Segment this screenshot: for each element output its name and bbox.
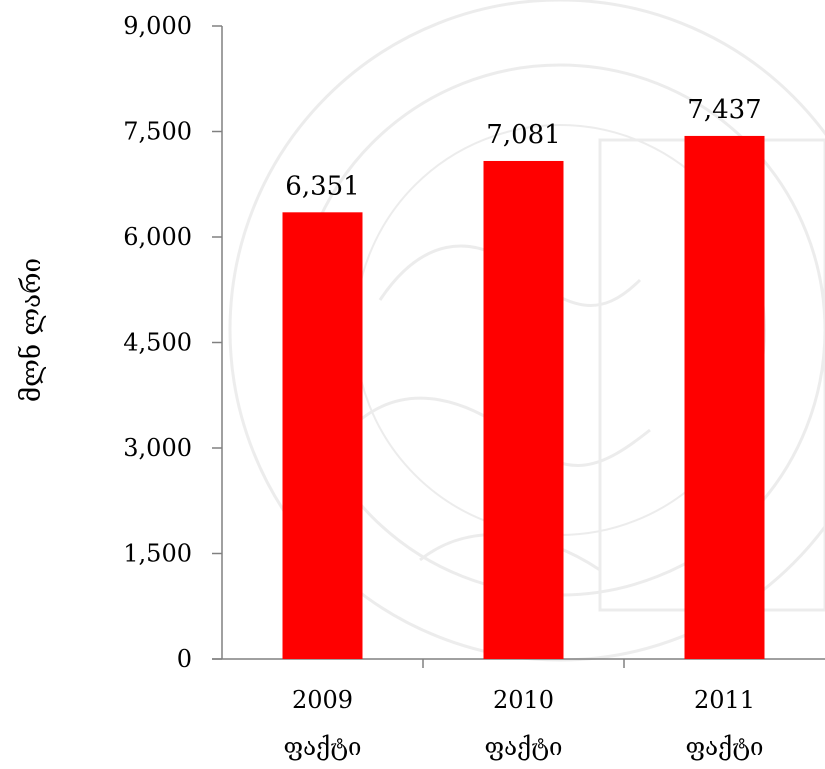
x-category-sub-label: ფაქტი bbox=[284, 733, 362, 761]
y-axis-ticks: 0 1,500 3,000 4,500 6,000 7,500 9,000 bbox=[123, 12, 222, 673]
x-category-year-label: 2011 bbox=[694, 686, 755, 714]
data-labels: 6,351 7,081 7,437 bbox=[285, 95, 761, 201]
y-tick-label: 1,500 bbox=[123, 540, 192, 568]
y-tick-label: 3,000 bbox=[123, 434, 192, 462]
y-tick-label: 7,500 bbox=[123, 118, 192, 146]
data-label-2011: 7,437 bbox=[687, 95, 761, 125]
bars bbox=[282, 135, 765, 660]
y-axis-title: მლნ ლარი bbox=[17, 258, 47, 402]
bar-2011 bbox=[684, 135, 765, 659]
bar-2010 bbox=[483, 160, 564, 659]
y-tick-label: 4,500 bbox=[123, 329, 192, 357]
bar-2009 bbox=[282, 212, 363, 660]
x-category-year-label: 2009 bbox=[292, 686, 353, 714]
x-category-sub-label: ფაქტი bbox=[485, 733, 563, 761]
x-axis-labels: 2009 ფაქტი 2010 ფაქტი 2011 ფაქტი bbox=[284, 686, 764, 761]
data-label-2010: 7,081 bbox=[486, 120, 560, 150]
x-category-sub-label: ფაქტი bbox=[686, 733, 764, 761]
x-category-year-label: 2010 bbox=[493, 686, 554, 714]
y-tick-label: 9,000 bbox=[123, 12, 192, 40]
y-axis-title-group: მლნ ლარი bbox=[17, 258, 47, 402]
data-label-2009: 6,351 bbox=[285, 171, 359, 201]
y-tick-label: 0 bbox=[177, 645, 192, 673]
y-tick-label: 6,000 bbox=[123, 223, 192, 251]
